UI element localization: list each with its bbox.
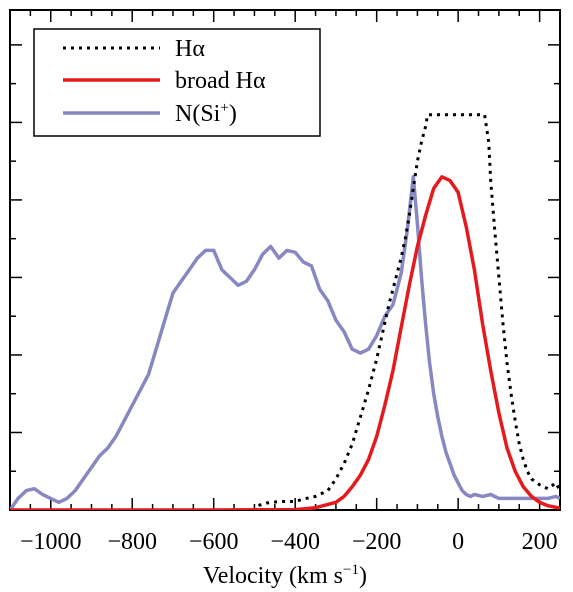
x-tick-label: 200: [522, 529, 558, 555]
series-line-nsi: [10, 175, 560, 510]
legend-label-broad-halpha: broad Hα: [175, 68, 266, 94]
x-tick-labels: −1000 −800 −600 −400 −200 0 200: [20, 529, 558, 555]
legend-label-nsi: N(Si+): [175, 100, 237, 127]
y-ticks: [10, 44, 560, 511]
x-tick-label: −400: [270, 529, 320, 555]
x-axis-title: Velocity (km s−1): [203, 562, 367, 589]
legend: Hα broad Hα N(Si+): [33, 28, 321, 137]
x-tick-label: 0: [452, 529, 464, 555]
x-ticks: [9, 10, 561, 510]
x-tick-label: −200: [352, 529, 402, 555]
series-layer: [10, 113, 560, 510]
x-tick-label: −800: [107, 529, 157, 555]
series-line-halpha: [258, 113, 560, 507]
legend-label-halpha: Hα: [175, 36, 205, 62]
x-tick-label: −600: [189, 529, 239, 555]
series-line-broad-halpha: [10, 175, 560, 510]
x-tick-label: −1000: [20, 529, 82, 555]
